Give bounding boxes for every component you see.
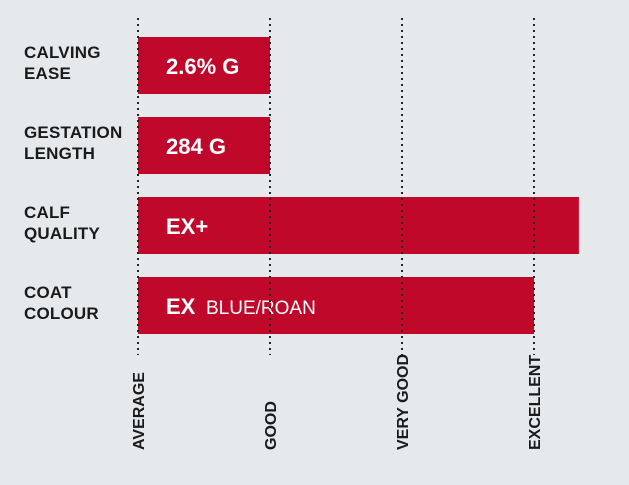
tick-label-1: GOOD <box>263 401 280 450</box>
category-label-line1-2: CALF <box>24 203 70 222</box>
category-label-line1-3: COAT <box>24 283 72 302</box>
category-label-line1-0: CALVING <box>24 43 101 62</box>
bar-sublabel-3: BLUE/ROAN <box>206 298 316 319</box>
category-label-line2-3: COLOUR <box>24 304 99 323</box>
bar-0 <box>138 37 270 94</box>
category-label-line2-2: QUALITY <box>24 224 100 243</box>
bar-value-label-0: 2.6% G <box>166 54 239 79</box>
tick-label-3: EXCELLENT <box>527 355 544 450</box>
bar-3 <box>138 277 534 334</box>
bar-value-label-1: 284 G <box>166 134 226 159</box>
bar-2 <box>138 197 579 254</box>
bar-1 <box>138 117 270 174</box>
category-label-line2-1: LENGTH <box>24 144 95 163</box>
bar-value-label-3: EX <box>166 294 196 319</box>
category-label-line1-1: GESTATION <box>24 123 122 142</box>
bar-value-label-2: EX+ <box>166 214 208 239</box>
tick-label-0: AVERAGE <box>131 372 148 450</box>
tick-label-2: VERY GOOD <box>395 354 412 450</box>
category-label-line2-0: EASE <box>24 64 71 83</box>
